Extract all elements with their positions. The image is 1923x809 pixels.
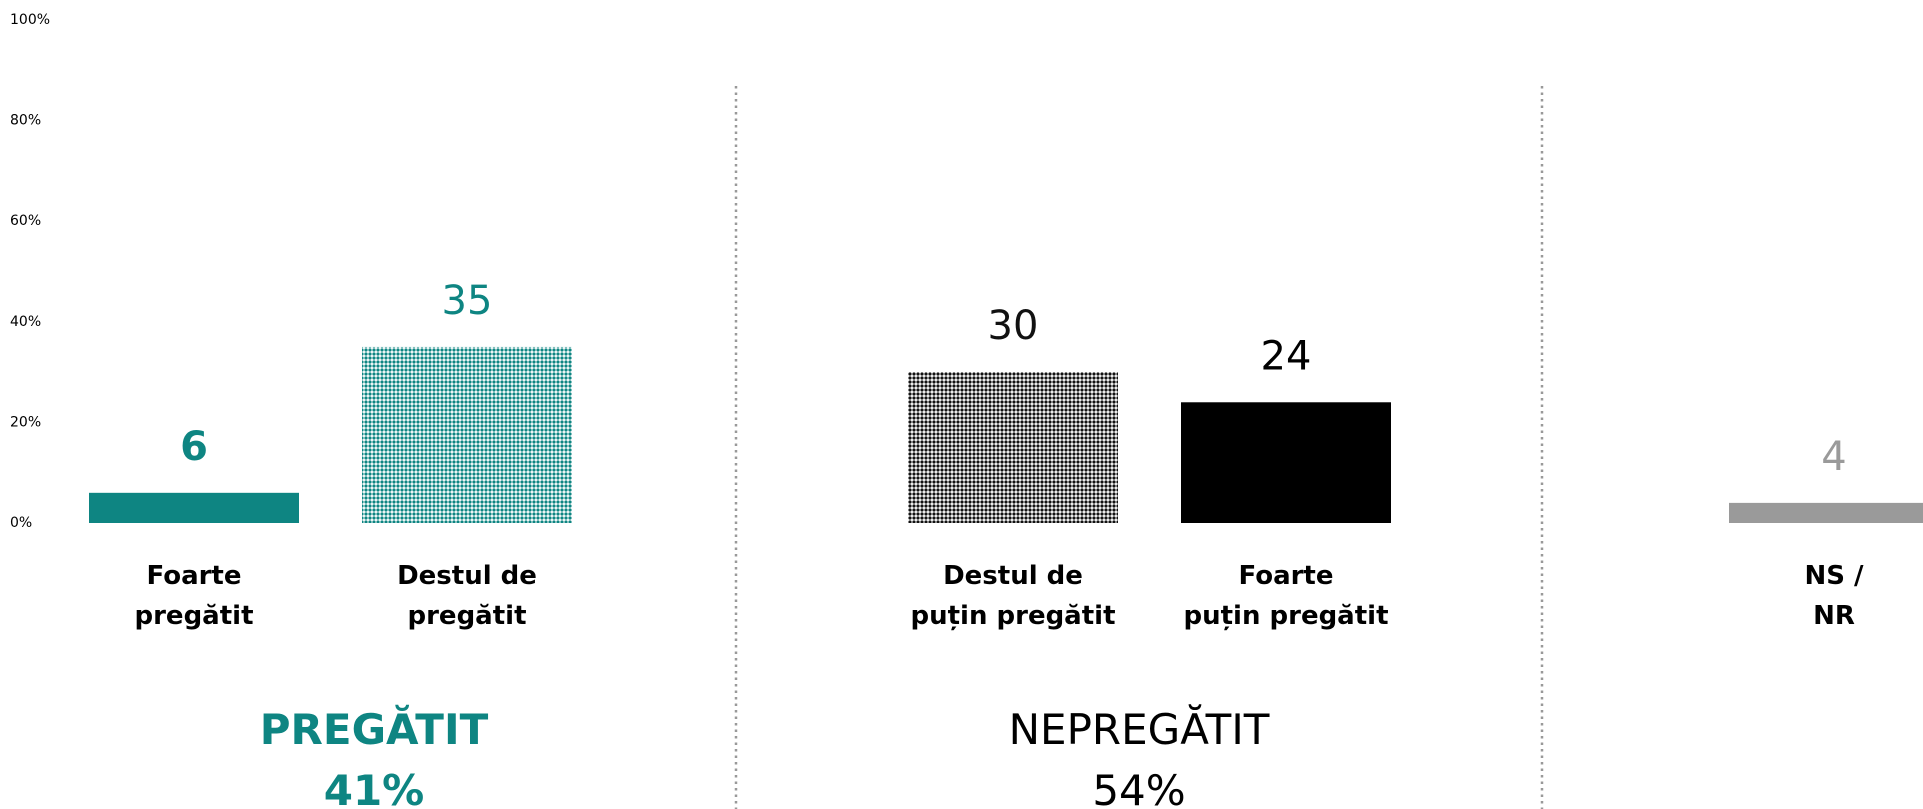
value-label: 30 — [988, 303, 1039, 349]
x-tick-label: Destul de pregătit — [397, 561, 537, 631]
bar — [89, 492, 299, 523]
value-label: 35 — [442, 278, 493, 324]
y-tick-label: 80% — [10, 113, 41, 129]
x-tick-label: Destul de puțin pregătit — [910, 561, 1116, 631]
value-label: 4 — [1821, 434, 1846, 480]
y-tick-label: 20% — [10, 414, 41, 430]
y-tick-label: 100% — [10, 12, 50, 28]
value-label: 6 — [180, 424, 208, 470]
bar — [1729, 502, 1923, 523]
y-tick-label: 40% — [10, 314, 41, 330]
bar — [1181, 402, 1391, 523]
group-label: NEPREGĂTIT — [1008, 705, 1270, 754]
group-value: 41% — [323, 766, 425, 809]
group-label: PREGĂTIT — [259, 705, 489, 754]
bar — [362, 346, 572, 523]
value-label: 24 — [1261, 333, 1312, 379]
y-tick-label: 0% — [10, 515, 32, 531]
bar — [908, 372, 1118, 523]
x-tick-label: Foarte pregătit — [134, 561, 254, 631]
group-value: 54% — [1092, 766, 1186, 809]
x-tick-label: Foarte puțin pregătit — [1183, 561, 1389, 631]
y-tick-label: 60% — [10, 213, 41, 229]
x-tick-label: NS / NR — [1804, 561, 1864, 631]
